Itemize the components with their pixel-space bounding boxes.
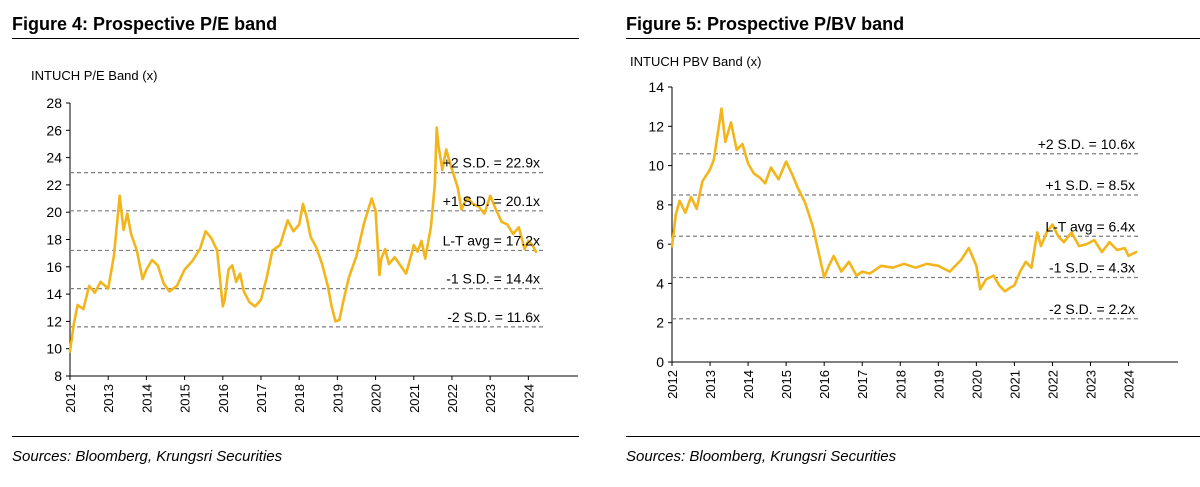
chart-1-band-label: +1 S.D. = 8.5x [1046,177,1136,193]
chart-0-x-tick-label: 2016 [216,384,231,413]
chart-0-x-tick-label: 2015 [178,384,193,413]
figure-5-top-rule [626,38,1200,39]
chart-1-series-line [670,107,1138,293]
chart-0-series-line [68,126,538,353]
chart-0-y-tick-label: 12 [46,313,62,329]
figure-4-top-rule [12,38,579,39]
chart-1-x-tick-label: 2024 [1122,370,1137,399]
pbv-band-chart: INTUCH PBV Band (x) 0 2 4 6 8 10 12 14 2012 2013 20… [630,54,1178,399]
chart-0-x-tick-label: 2022 [445,384,460,413]
figure-5-title: Figure 5: Prospective P/BV band [626,14,905,34]
chart-1-band-label: L-T avg = 6.4x [1045,218,1135,234]
chart-0-y-tick-label: 10 [46,341,62,357]
figure-4-sources: Sources: Bloomberg, Krungsri Securities [12,448,283,465]
chart-0-x-tick-label: 2013 [101,384,116,413]
chart-1-x-tick-label: 2015 [779,370,794,399]
chart-1-y-tick-label: 8 [656,197,664,213]
chart-1-x-tick-label: 2013 [703,370,718,399]
chart-0-y-tick-label: 16 [46,259,62,275]
chart-0-x-tick-label: 2023 [483,384,498,413]
chart-1-y-tick-label: 10 [648,158,664,174]
figure-4-title: Figure 4: Prospective P/E band [12,14,278,34]
chart-1-y-tick-label: 6 [656,236,664,252]
figure-5-sources: Sources: Bloomberg, Krungsri Securities [626,448,897,465]
chart-0-y-tick-label: 20 [46,204,62,220]
chart-1-band-label: -1 S.D. = 4.3x [1049,260,1135,276]
chart-0-band-label: +2 S.D. = 22.9x [443,155,540,171]
chart-1-x-tick-label: 2017 [855,370,870,399]
chart-0-y-tick-label: 22 [46,177,62,193]
chart-0-y-tick-label: 14 [46,286,62,302]
chart-0-y-tick-label: 24 [46,150,62,166]
chart-1-y-tick-label: 4 [656,275,664,291]
chart-0-y-tick-label: 28 [46,95,62,111]
figure-5-bottom-rule [626,436,1200,437]
chart-0-x-tick-label: 2020 [369,384,384,413]
chart-0-x-tick-label: 2024 [521,384,536,413]
chart-0-x-tick-label: 2018 [292,384,307,413]
figure-4-panel: Figure 4: Prospective P/E band INTUCH P/… [12,14,579,465]
chart-1-y-tick-label: 14 [648,79,664,95]
chart-1-y-tick-label: 2 [656,315,664,331]
chart-0-y-tick-label: 18 [46,232,62,248]
chart-0-x-tick-label: 2014 [139,384,154,413]
chart-0-band-label: -1 S.D. = 14.4x [446,271,540,287]
chart-1-x-tick-label: 2014 [741,370,756,399]
chart-1-y-tick-label: 12 [648,118,664,134]
chart-0-band-label: -2 S.D. = 11.6x [447,309,540,325]
chart-1-x-tick-label: 2023 [1083,370,1098,399]
chart-0-band-label: +1 S.D. = 20.1x [443,193,540,209]
chart-1-x-tick-label: 2019 [931,370,946,399]
chart-0-x-tick-label: 2019 [330,384,345,413]
figure-4-bottom-rule [12,436,579,437]
chart-0-x-tick-label: 2021 [407,384,422,413]
chart-1-x-tick-label: 2020 [969,370,984,399]
chart-0-x-tick-label: 2017 [254,384,269,413]
chart-0-y-tick-label: 8 [54,368,62,384]
chart-0-band-label: L-T avg = 17.2x [443,232,540,248]
chart-1-x-tick-label: 2012 [665,370,680,399]
chart-1-title: INTUCH PBV Band (x) [630,54,761,69]
chart-1-y-tick-label: 0 [656,354,664,370]
chart-1-band-label: -2 S.D. = 2.2x [1049,301,1135,317]
chart-1-x-tick-label: 2022 [1045,370,1060,399]
chart-1-x-tick-label: 2018 [893,370,908,399]
chart-0-y-tick-label: 26 [46,122,62,138]
chart-1-x-tick-label: 2016 [817,370,832,399]
figure-5-panel: Figure 5: Prospective P/BV band INTUCH P… [612,0,1200,487]
pe-band-chart: INTUCH P/E Band (x)810121416182022242628… [31,68,578,413]
chart-1-x-tick-label: 2021 [1007,370,1022,399]
chart-0-x-tick-label: 2012 [63,384,78,413]
chart-1-band-label: +2 S.D. = 10.6x [1038,136,1135,152]
chart-0-title: INTUCH P/E Band (x) [31,68,157,83]
